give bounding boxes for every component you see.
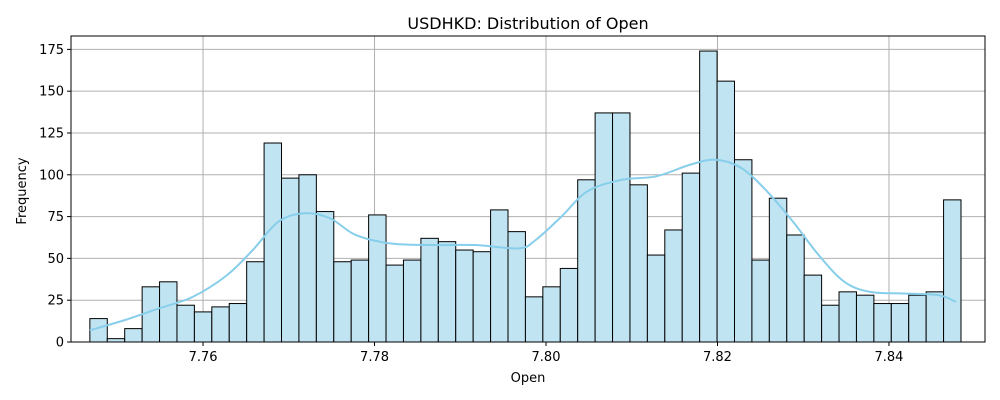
y-tick-label: 0: [56, 336, 64, 351]
kde-curve-layer: [89, 158, 957, 332]
histogram-bar: [490, 209, 509, 343]
histogram-bar: [263, 142, 283, 343]
histogram-bar: [124, 328, 143, 343]
histogram-bars: [89, 50, 962, 343]
histogram-bar: [455, 249, 474, 343]
histogram-bar: [751, 259, 770, 343]
histogram-bar: [838, 291, 857, 343]
y-tick-label: 175: [39, 43, 64, 58]
histogram-bar: [768, 197, 788, 343]
histogram-bar: [786, 234, 805, 343]
histogram-bar: [211, 306, 230, 343]
kde-curve: [89, 158, 957, 332]
histogram-bar: [699, 50, 718, 343]
histogram-bar: [855, 294, 875, 343]
x-tick-label: 7.82: [703, 350, 732, 365]
histogram-bar: [333, 261, 352, 343]
histogram-bar: [106, 338, 126, 343]
y-tick-label: 50: [47, 252, 64, 267]
plot-frame: [70, 35, 986, 343]
x-axis-ticks: 7.76 7.78 7.80 7.82 7.84: [189, 342, 903, 365]
histogram-bar: [228, 303, 248, 343]
histogram-bar: [246, 261, 265, 343]
x-tick-label: 7.76: [189, 350, 218, 365]
y-tick-label: 100: [39, 168, 64, 183]
histogram-bar: [472, 251, 492, 343]
x-tick-label: 7.84: [874, 350, 903, 365]
y-tick-label: 25: [47, 294, 64, 309]
histogram-bar: [176, 304, 195, 343]
y-tick-label: 75: [47, 210, 64, 225]
y-axis-ticks: 0 25 50 75 100 125 150 175: [39, 43, 71, 351]
histogram-bar: [925, 291, 945, 343]
histogram-bar: [821, 304, 840, 343]
histogram-bar: [159, 281, 178, 343]
histogram-bar: [890, 303, 910, 343]
histogram-bar: [298, 174, 317, 343]
histogram-bar: [646, 254, 666, 343]
histogram-bar: [385, 264, 404, 343]
histogram-bar: [402, 259, 422, 343]
histogram-bar: [733, 159, 753, 343]
x-tick-label: 7.78: [360, 350, 389, 365]
y-tick-label: 125: [39, 126, 64, 141]
x-tick-label: 7.80: [532, 350, 561, 365]
histogram-bar: [716, 80, 735, 343]
histogram-bar: [368, 214, 387, 343]
histogram-bar: [315, 211, 335, 343]
histogram-bar: [542, 286, 561, 343]
y-tick-label: 150: [39, 85, 64, 100]
histogram-bar: [908, 294, 927, 343]
histogram-bar: [577, 179, 596, 343]
chart-title: USDHKD: Distribution of Open: [407, 14, 648, 33]
histogram-bar: [281, 177, 300, 343]
histogram-bar: [559, 267, 579, 343]
histogram-bar: [524, 296, 544, 343]
histogram-bar: [350, 259, 370, 343]
histogram-bar: [803, 274, 823, 343]
histogram-bar: [594, 112, 614, 343]
histogram-bar: [873, 303, 892, 343]
histogram-bar: [420, 237, 439, 343]
histogram-bar: [193, 311, 213, 343]
histogram-bar: [664, 229, 683, 343]
histogram-bar: [943, 199, 962, 343]
histogram-bar: [612, 112, 631, 343]
x-axis-label: Open: [511, 371, 546, 386]
histogram-bar: [629, 184, 648, 343]
histogram-bar: [681, 172, 701, 343]
histogram-bar: [437, 241, 457, 343]
y-axis-label: Frequency: [15, 157, 30, 224]
histogram-bar: [141, 286, 161, 343]
